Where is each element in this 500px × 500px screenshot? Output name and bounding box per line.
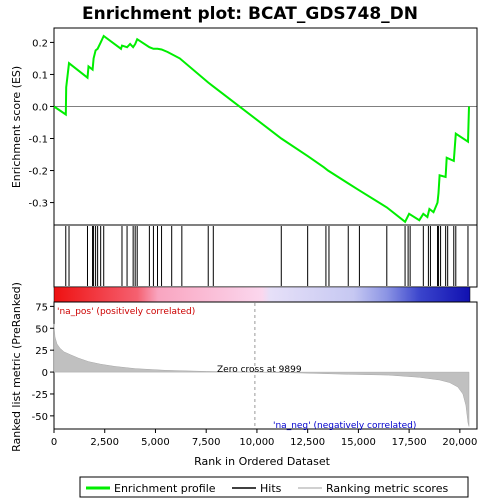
x-tick-label: 0 xyxy=(51,437,57,448)
es-panel: 0.2 0.1 0.0 -0.1 -0.2 -0.3 Enrichment score (… xyxy=(10,27,478,226)
es-y-axis-label: Enrichment score (ES) xyxy=(10,66,23,188)
metric-y-axis-ticks: 75 50 25 0 -25 -50 xyxy=(32,302,54,423)
es-y-tick-label: 0.1 xyxy=(32,70,48,81)
x-tick-label: 12,500 xyxy=(290,437,325,448)
x-tick-label: 20,000 xyxy=(442,437,477,448)
es-y-tick-label: -0.1 xyxy=(28,135,48,146)
x-axis-ticks: 0 2,500 5,000 7,500 10,000 12,500 15,000 17,500… xyxy=(51,429,477,448)
legend-metric-label: Ranking metric scores xyxy=(326,482,448,495)
negative-correlation-label: 'na_neg' (negatively correlated) xyxy=(273,421,416,431)
metric-y-tick-label: -50 xyxy=(32,412,48,423)
legend-profile-label: Enrichment profile xyxy=(114,482,216,495)
positive-correlation-label: 'na_pos' (positively correlated) xyxy=(57,307,195,317)
es-y-tick-label: -0.3 xyxy=(28,199,48,210)
metric-y-tick-label: 0 xyxy=(42,368,48,379)
chart-title: Enrichment plot: BCAT_GDS748_DN xyxy=(82,4,418,24)
es-y-tick-label: -0.2 xyxy=(28,167,48,178)
ranking-metric-area xyxy=(53,323,470,427)
legend-box xyxy=(79,476,469,498)
metric-y-axis-label: Ranked list metric (PreRanked) xyxy=(10,282,23,452)
x-axis-label: Rank in Ordered Dataset xyxy=(194,455,331,468)
hits-plot-frame xyxy=(53,224,478,288)
x-tick-label: 7,500 xyxy=(192,437,221,448)
x-tick-label: 15,000 xyxy=(341,437,376,448)
x-tick-label: 2,500 xyxy=(90,437,119,448)
hit-lines xyxy=(65,226,469,286)
metric-plot-frame xyxy=(53,301,478,430)
enrichment-profile-line xyxy=(53,34,470,224)
metric-y-tick-label: 50 xyxy=(35,324,48,335)
x-tick-label: 10,000 xyxy=(239,437,274,448)
x-tick-label: 17,500 xyxy=(392,437,427,448)
es-y-tick-label: 0.2 xyxy=(32,38,48,49)
metric-y-tick-label: 75 xyxy=(35,302,48,313)
es-y-axis-ticks: 0.2 0.1 0.0 -0.1 -0.2 -0.3 xyxy=(28,38,54,210)
rank-color-bar xyxy=(53,286,471,303)
zero-cross-label: Zero cross at 9899 xyxy=(217,365,302,375)
hits-panel xyxy=(53,224,478,288)
es-y-tick-label: 0.0 xyxy=(32,102,48,113)
legend: Enrichment profile Hits Ranking metric s… xyxy=(79,476,469,498)
ranked-metric-panel: 75 50 25 0 -25 -50 'na_pos' (positively corre… xyxy=(10,282,478,468)
x-tick-label: 5,000 xyxy=(141,437,170,448)
metric-y-tick-label: -25 xyxy=(32,390,48,401)
legend-hits-label: Hits xyxy=(260,482,282,495)
metric-y-tick-label: 25 xyxy=(35,346,48,357)
